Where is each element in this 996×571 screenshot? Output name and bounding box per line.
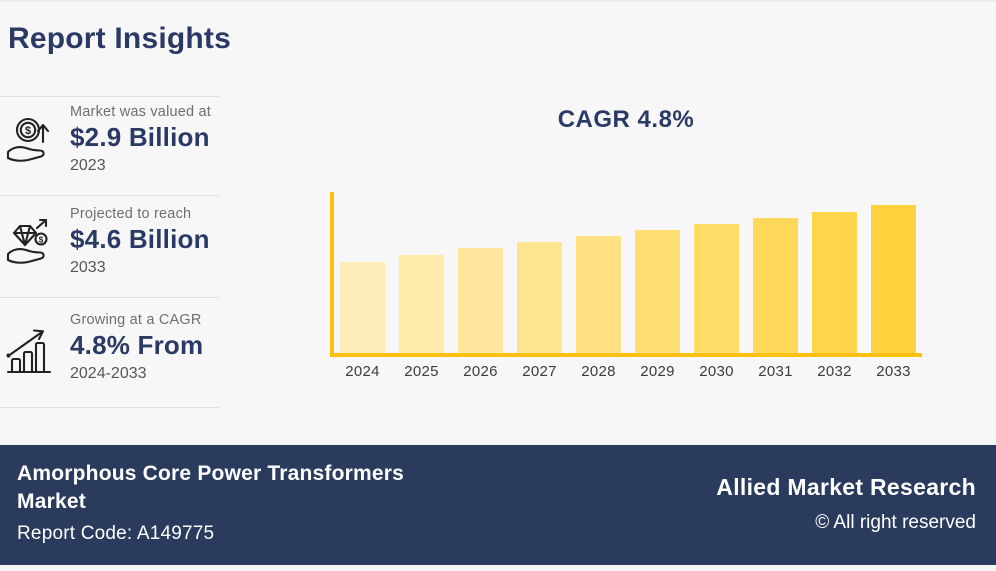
footer-brand-info: Allied Market Research © All right reser…: [716, 474, 976, 534]
report-code: Report Code: A149775: [17, 523, 215, 544]
stat-divider: [0, 407, 219, 408]
x-tick-label: 2025: [404, 363, 439, 380]
x-tick-label: 2024: [345, 363, 380, 380]
chart-y-axis: [330, 192, 334, 357]
chart-x-tick-labels: 2024 2025 2026 2027 2028 2029 2030 2031 2032 2033: [340, 363, 916, 380]
stat-value: 4.8% From: [70, 330, 204, 360]
x-tick-label: 2032: [817, 363, 852, 380]
chart-x-axis: [330, 353, 922, 357]
stat-value: $4.6 Billion: [70, 224, 210, 254]
stat-label: Projected to reach: [70, 206, 192, 222]
bar-2025: [399, 255, 444, 357]
stat-divider: [0, 96, 219, 97]
growth-bars-arrow-icon: [4, 322, 60, 378]
copyright-notice: © All right reserved: [815, 512, 976, 533]
brand-name: Allied Market Research: [716, 474, 976, 500]
svg-text:$: $: [25, 125, 31, 137]
x-tick-label: 2033: [876, 363, 911, 380]
stat-value: $2.9 Billion: [70, 122, 210, 152]
bar-2033: [871, 205, 916, 357]
x-tick-label: 2028: [581, 363, 616, 380]
x-tick-label: 2027: [522, 363, 557, 380]
report-title-line2: Market: [17, 490, 86, 513]
chart-bars: [340, 192, 916, 357]
svg-text:$: $: [39, 236, 44, 245]
coin-hand-growth-icon: $: [4, 114, 60, 170]
x-tick-label: 2029: [640, 363, 675, 380]
footer-report-info: Amorphous Core Power Transformers Market…: [17, 460, 404, 545]
chart-title: CAGR 4.8%: [557, 106, 695, 133]
bar-2032: [812, 212, 857, 357]
diamond-coin-hand-icon: $: [4, 216, 60, 272]
bar-2026: [458, 248, 503, 357]
stat-period: 2033: [70, 259, 106, 276]
bar-2028: [576, 236, 621, 357]
report-title-line1: Amorphous Core Power Transformers: [17, 462, 405, 485]
x-tick-label: 2030: [699, 363, 734, 380]
top-border: [0, 0, 996, 2]
x-tick-label: 2031: [758, 363, 793, 380]
stat-period: 2023: [70, 157, 106, 174]
bar-2030: [694, 224, 739, 357]
bar-2029: [635, 230, 680, 357]
bar-chart: [330, 192, 922, 357]
stat-period: 2024-2033: [70, 365, 147, 382]
stat-market-value: $ Market was valued at $2.9 Billion 2023: [4, 102, 264, 176]
stat-divider: [0, 195, 219, 196]
stat-cagr: Growing at a CAGR 4.8% From 2024-2033: [4, 310, 264, 384]
stat-label: Market was valued at: [70, 104, 212, 120]
bar-2027: [517, 242, 562, 357]
x-tick-label: 2026: [463, 363, 498, 380]
footer-banner: Amorphous Core Power Transformers Market…: [0, 445, 996, 565]
page-title: Report Insights: [8, 22, 232, 55]
stat-divider: [0, 297, 219, 298]
stat-projection: $ Projected to reach $4.6 Billion 2033: [4, 204, 264, 278]
bar-2031: [753, 218, 798, 357]
bar-2024: [340, 262, 385, 357]
stat-label: Growing at a CAGR: [70, 312, 202, 328]
